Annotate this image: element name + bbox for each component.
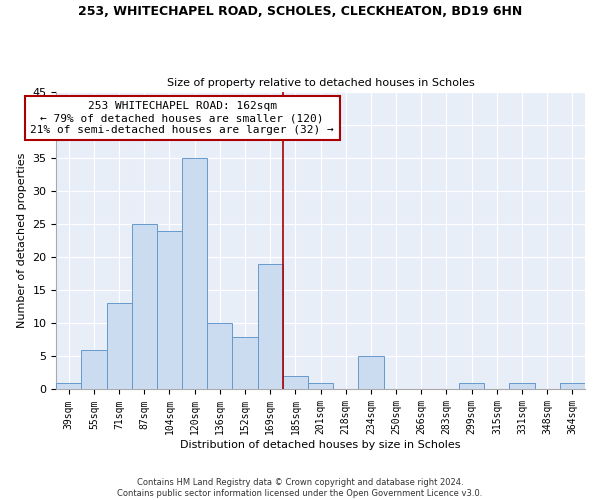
Bar xyxy=(182,158,207,390)
Bar xyxy=(509,383,535,390)
Text: Contains HM Land Registry data © Crown copyright and database right 2024.
Contai: Contains HM Land Registry data © Crown c… xyxy=(118,478,482,498)
Bar xyxy=(232,336,257,390)
Bar xyxy=(82,350,107,390)
X-axis label: Distribution of detached houses by size in Scholes: Distribution of detached houses by size … xyxy=(181,440,461,450)
Bar xyxy=(358,356,383,390)
Bar xyxy=(560,383,585,390)
Bar xyxy=(132,224,157,390)
Text: 253, WHITECHAPEL ROAD, SCHOLES, CLECKHEATON, BD19 6HN: 253, WHITECHAPEL ROAD, SCHOLES, CLECKHEA… xyxy=(78,5,522,18)
Y-axis label: Number of detached properties: Number of detached properties xyxy=(17,153,27,328)
Text: 253 WHITECHAPEL ROAD: 162sqm
← 79% of detached houses are smaller (120)
21% of s: 253 WHITECHAPEL ROAD: 162sqm ← 79% of de… xyxy=(30,102,334,134)
Bar xyxy=(207,324,232,390)
Bar xyxy=(257,264,283,390)
Bar xyxy=(283,376,308,390)
Bar xyxy=(56,383,82,390)
Bar xyxy=(308,383,333,390)
Bar xyxy=(107,304,132,390)
Title: Size of property relative to detached houses in Scholes: Size of property relative to detached ho… xyxy=(167,78,475,88)
Bar xyxy=(157,230,182,390)
Bar xyxy=(459,383,484,390)
